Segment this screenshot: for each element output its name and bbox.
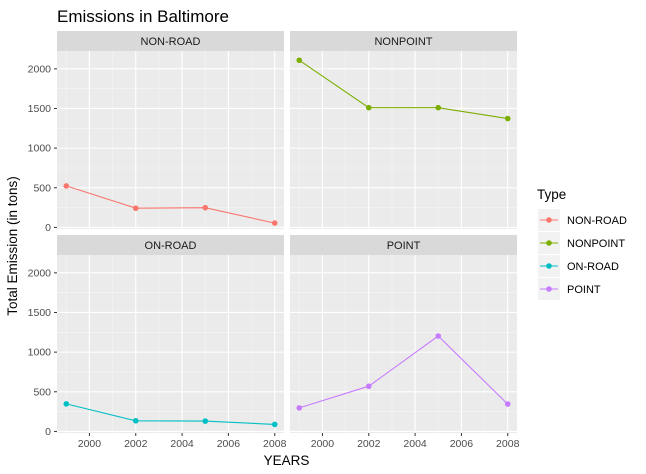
y-tick-label: 2000: [28, 267, 52, 279]
data-point-point: [365, 383, 372, 390]
panel-background: [57, 255, 284, 433]
data-point-point: [296, 405, 303, 411]
x-tick-label: 2008: [263, 438, 287, 450]
legend-point-non-road: [546, 217, 552, 223]
legend-label-point: POINT: [567, 284, 601, 296]
strip-label-nonpoint: NONPOINT: [374, 36, 432, 48]
y-tick-label: 0: [45, 426, 51, 438]
legend-label-nonpoint: NONPOINT: [567, 238, 625, 250]
data-point-non-road: [63, 183, 70, 189]
x-tick-label: 2002: [124, 438, 148, 450]
data-point-non-road: [132, 205, 139, 212]
data-point-non-road: [271, 220, 278, 226]
panel-nonpoint: NONPOINT: [290, 31, 517, 229]
y-tick-label: 500: [33, 182, 51, 194]
strip-label-on-road: ON-ROAD: [145, 240, 197, 252]
series-line-nonpoint: [298, 59, 508, 120]
x-tick-label: 2002: [357, 438, 381, 450]
data-point-on-road: [202, 418, 209, 424]
y-tick-label: 1500: [28, 307, 52, 319]
data-point-point: [504, 401, 511, 407]
x-tick-label: 2008: [496, 438, 520, 450]
x-tick-labels: 2000 2002 2004 2006 2008 2000 2002 2004 2006 2008: [78, 433, 520, 450]
y-tick-label: 1500: [28, 103, 52, 115]
x-tick-label: 2004: [170, 438, 194, 450]
legend-label-on-road: ON-ROAD: [567, 261, 619, 273]
legend-point-on-road: [546, 263, 552, 269]
x-tick-label: 2006: [217, 438, 241, 450]
y-tick-label: 1000: [28, 143, 52, 155]
y-tick-label: 0: [45, 222, 51, 234]
data-point-nonpoint: [435, 104, 442, 111]
strip-on-road: [57, 235, 284, 255]
y-tick-label: 2000: [28, 63, 52, 75]
panel-point: POINT: [290, 235, 517, 433]
strip-non-road: [57, 31, 284, 51]
y-axis-title: Total Emission (in tons): [5, 176, 20, 316]
data-point-point: [435, 333, 442, 339]
data-point-non-road: [202, 204, 209, 211]
x-tick-label: 2006: [450, 438, 474, 450]
legend-label-non-road: NON-ROAD: [567, 215, 627, 227]
panel-non-road: NON-ROAD: [57, 31, 284, 229]
panel-background: [57, 51, 284, 229]
series-line-on-road: [66, 403, 275, 425]
panel-background: [290, 51, 517, 229]
legend-title: Type: [537, 187, 566, 202]
data-point-nonpoint: [504, 115, 511, 122]
legend-point-nonpoint: [546, 240, 552, 246]
data-point-on-road: [132, 417, 139, 424]
legend-point-point: [546, 286, 552, 292]
data-point-on-road: [63, 401, 70, 407]
series-line-non-road: [66, 185, 275, 224]
x-axis-title: YEARS: [264, 453, 310, 468]
strip-point: [290, 235, 517, 255]
strip-nonpoint: [290, 31, 517, 51]
facet-panels: NON-ROAD NONPOINT ON-ROAD POINT: [57, 31, 517, 433]
y-tick-labels: 0 500 1000 1500 2000 0 500 1000 1500 2000: [28, 63, 57, 438]
data-point-nonpoint: [365, 104, 372, 111]
data-point-nonpoint: [296, 57, 303, 64]
data-point-on-road: [271, 421, 278, 428]
strip-label-point: POINT: [387, 240, 421, 252]
x-tick-label: 2000: [311, 438, 335, 450]
strip-label-non-road: NON-ROAD: [141, 36, 201, 48]
chart-title: Emissions in Baltimore: [57, 7, 229, 26]
y-tick-label: 500: [33, 386, 51, 398]
y-tick-label: 1000: [28, 347, 52, 359]
x-tick-label: 2000: [78, 438, 102, 450]
panel-on-road: ON-ROAD: [57, 235, 284, 433]
panel-background: [290, 255, 517, 433]
legend: Type NON-ROAD NONPOINT ON-ROAD POINT: [537, 187, 627, 300]
x-tick-label: 2004: [403, 438, 427, 450]
series-line-point: [299, 335, 509, 409]
